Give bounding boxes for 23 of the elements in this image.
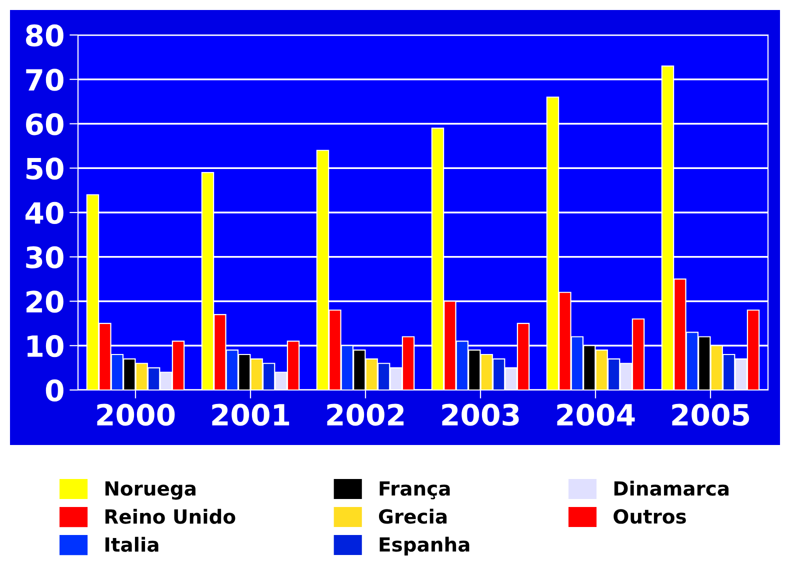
legend-label: França	[380, 481, 450, 500]
legend-label: Espanha	[380, 536, 470, 556]
y-tick-label: 0	[46, 379, 64, 402]
x-tick-label: 2001	[212, 404, 290, 426]
legend-label: Noruega	[105, 481, 196, 500]
legend-label: Grecia	[378, 508, 447, 524]
y-tick-label: 10	[28, 335, 64, 358]
x-tick-label: 2005	[672, 404, 750, 426]
y-tick-label: 60	[26, 113, 64, 136]
x-tick-label: 2004	[557, 404, 635, 426]
y-tick-label: 70	[26, 68, 64, 91]
x-tick-label: 2003	[442, 404, 519, 426]
y-tick-label: 40	[26, 202, 64, 224]
legend-label: Reino Unido	[105, 508, 236, 524]
legend-label: Italia	[105, 536, 158, 552]
legend-label: Outros	[614, 509, 686, 524]
legend-label: Dinamarca	[614, 480, 729, 496]
y-tick-label: 30	[26, 246, 64, 268]
y-tick-label: 20	[26, 290, 64, 313]
y-tick-label: 50	[26, 158, 64, 180]
x-tick-label: 2002	[327, 404, 404, 426]
x-tick-label: 2000	[97, 404, 175, 426]
y-tick-label: 80	[26, 24, 64, 46]
